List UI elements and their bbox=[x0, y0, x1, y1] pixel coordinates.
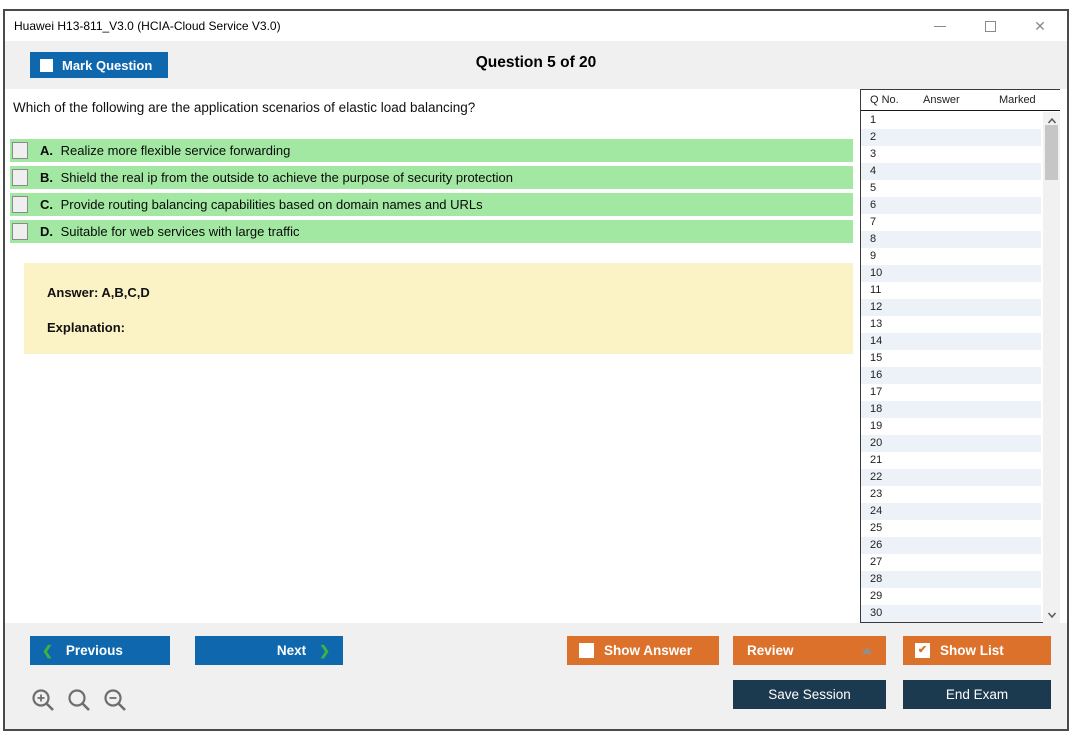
end-exam-label: End Exam bbox=[945, 687, 1009, 702]
question-list-row[interactable]: 13 bbox=[870, 318, 883, 330]
next-button[interactable]: Next ❯ bbox=[195, 636, 343, 665]
option-label: D. Suitable for web services with large … bbox=[40, 224, 300, 239]
answer-line: Answer: A,B,C,D bbox=[47, 285, 150, 300]
question-list-row[interactable]: 24 bbox=[861, 503, 1041, 520]
close-icon: ✕ bbox=[1034, 18, 1046, 34]
question-list-scrollbar[interactable] bbox=[1043, 112, 1060, 623]
previous-button[interactable]: ❮ Previous bbox=[30, 636, 170, 665]
next-label: Next bbox=[276, 643, 307, 658]
question-list-row[interactable]: 23 bbox=[870, 488, 883, 500]
end-exam-button[interactable]: End Exam bbox=[903, 680, 1051, 709]
zoom-toolbar bbox=[30, 687, 129, 714]
question-list-row[interactable]: 22 bbox=[861, 469, 1041, 486]
save-session-label: Save Session bbox=[768, 687, 851, 702]
question-list-row[interactable]: 20 bbox=[861, 435, 1041, 452]
question-list-row[interactable]: 11 bbox=[870, 284, 882, 296]
option-row-d[interactable]: D. Suitable for web services with large … bbox=[10, 220, 853, 243]
question-list-row[interactable]: 16 bbox=[861, 367, 1041, 384]
question-list-row[interactable]: 15 bbox=[870, 352, 883, 364]
option-checkbox[interactable] bbox=[12, 223, 28, 240]
question-list-row[interactable]: 7 bbox=[870, 216, 877, 228]
column-header-marked: Marked bbox=[999, 94, 1036, 106]
show-list-checkbox[interactable]: ✔ bbox=[915, 643, 930, 658]
minimize-icon bbox=[934, 25, 946, 27]
save-session-button[interactable]: Save Session bbox=[733, 680, 886, 709]
mark-question-checkbox[interactable] bbox=[40, 58, 53, 72]
minimize-button[interactable] bbox=[925, 11, 955, 41]
option-label: C. Provide routing balancing capabilitie… bbox=[40, 197, 483, 212]
triangle-up-icon bbox=[862, 647, 872, 654]
scrollbar-thumb[interactable] bbox=[1045, 125, 1058, 180]
explanation-line: Explanation: bbox=[47, 320, 126, 335]
mark-question-label: Mark Question bbox=[62, 57, 153, 73]
window-controls: ✕ bbox=[925, 11, 1055, 41]
previous-label: Previous bbox=[65, 643, 123, 658]
maximize-icon bbox=[984, 20, 996, 32]
question-list-row[interactable]: 8 bbox=[861, 231, 1041, 248]
question-list-row[interactable]: 25 bbox=[870, 522, 883, 534]
scroll-up-icon[interactable] bbox=[1043, 112, 1060, 129]
question-list-row[interactable]: 10 bbox=[861, 265, 1041, 282]
question-text: Which of the following are the applicati… bbox=[13, 100, 476, 115]
maximize-button[interactable] bbox=[975, 11, 1005, 41]
question-list-row[interactable]: 6 bbox=[861, 197, 1041, 214]
question-list-row[interactable]: 5 bbox=[870, 182, 877, 194]
review-label: Review bbox=[747, 643, 794, 658]
question-list-panel: Q No. Answer Marked 1 2 3 4 5 6 7 8 9 10 11 12 13 14 1… bbox=[860, 89, 1060, 623]
question-list-row[interactable]: 27 bbox=[870, 556, 883, 568]
window-title: Huawei H13-811_V3.0 (HCIA-Cloud Service … bbox=[14, 19, 281, 33]
question-counter: Question 5 of 20 bbox=[475, 54, 597, 71]
question-list-row[interactable]: 30 bbox=[861, 605, 1041, 622]
show-answer-button[interactable]: Show Answer bbox=[567, 636, 719, 665]
zoom-in-icon[interactable] bbox=[30, 687, 57, 714]
question-list-row[interactable]: 28 bbox=[861, 571, 1041, 588]
question-list-row[interactable]: 21 bbox=[870, 454, 883, 466]
question-list-row[interactable]: 1 bbox=[870, 114, 877, 126]
question-list-row[interactable]: 4 bbox=[861, 163, 1041, 180]
options-list: A. Realize more flexible service forward… bbox=[10, 139, 853, 247]
zoom-out-icon[interactable] bbox=[102, 687, 129, 714]
question-list-header: Q No. Answer Marked bbox=[861, 90, 1060, 111]
title-bar: Huawei H13-811_V3.0 (HCIA-Cloud Service … bbox=[5, 11, 1067, 41]
show-answer-checkbox[interactable] bbox=[579, 643, 594, 658]
exam-app-window: Huawei H13-811_V3.0 (HCIA-Cloud Service … bbox=[3, 9, 1069, 731]
option-row-b[interactable]: B. Shield the real ip from the outside t… bbox=[10, 166, 853, 189]
chevron-right-icon: ❯ bbox=[319, 642, 330, 658]
question-list-row[interactable]: 19 bbox=[870, 420, 883, 432]
question-list-row[interactable]: 3 bbox=[870, 148, 877, 160]
scroll-down-icon[interactable] bbox=[1043, 606, 1060, 623]
chevron-left-icon: ❮ bbox=[42, 642, 53, 658]
option-label: A. Realize more flexible service forward… bbox=[40, 143, 291, 158]
show-answer-label: Show Answer bbox=[604, 643, 693, 658]
zoom-reset-icon[interactable] bbox=[66, 687, 93, 714]
show-list-label: Show List bbox=[940, 643, 1004, 658]
mark-question-button[interactable]: Mark Question bbox=[30, 52, 168, 78]
option-row-c[interactable]: C. Provide routing balancing capabilitie… bbox=[10, 193, 853, 216]
option-checkbox[interactable] bbox=[12, 142, 28, 159]
close-button[interactable]: ✕ bbox=[1025, 11, 1055, 41]
column-header-answer: Answer bbox=[923, 94, 960, 106]
question-list-row[interactable]: 2 bbox=[861, 129, 1041, 146]
answer-panel: Answer: A,B,C,D Explanation: bbox=[24, 263, 853, 354]
column-header-qno: Q No. bbox=[870, 94, 899, 106]
question-list-row[interactable]: 12 bbox=[861, 299, 1041, 316]
question-list-row[interactable]: 26 bbox=[861, 537, 1041, 554]
question-list-row[interactable]: 17 bbox=[870, 386, 883, 398]
option-row-a[interactable]: A. Realize more flexible service forward… bbox=[10, 139, 853, 162]
option-checkbox[interactable] bbox=[12, 169, 28, 186]
question-list-row[interactable]: 9 bbox=[870, 250, 877, 262]
question-list-row[interactable]: 14 bbox=[861, 333, 1041, 350]
show-list-button[interactable]: ✔ Show List bbox=[903, 636, 1051, 665]
review-button[interactable]: Review bbox=[733, 636, 886, 665]
question-list-rows: 1 2 3 4 5 6 7 8 9 10 11 12 13 14 15 16 17 18 19 20 21 22 23 24 2… bbox=[861, 112, 1041, 622]
question-list-row[interactable]: 18 bbox=[861, 401, 1041, 418]
option-checkbox[interactable] bbox=[12, 196, 28, 213]
option-label: B. Shield the real ip from the outside t… bbox=[40, 170, 513, 185]
question-list-row[interactable]: 29 bbox=[870, 590, 883, 602]
